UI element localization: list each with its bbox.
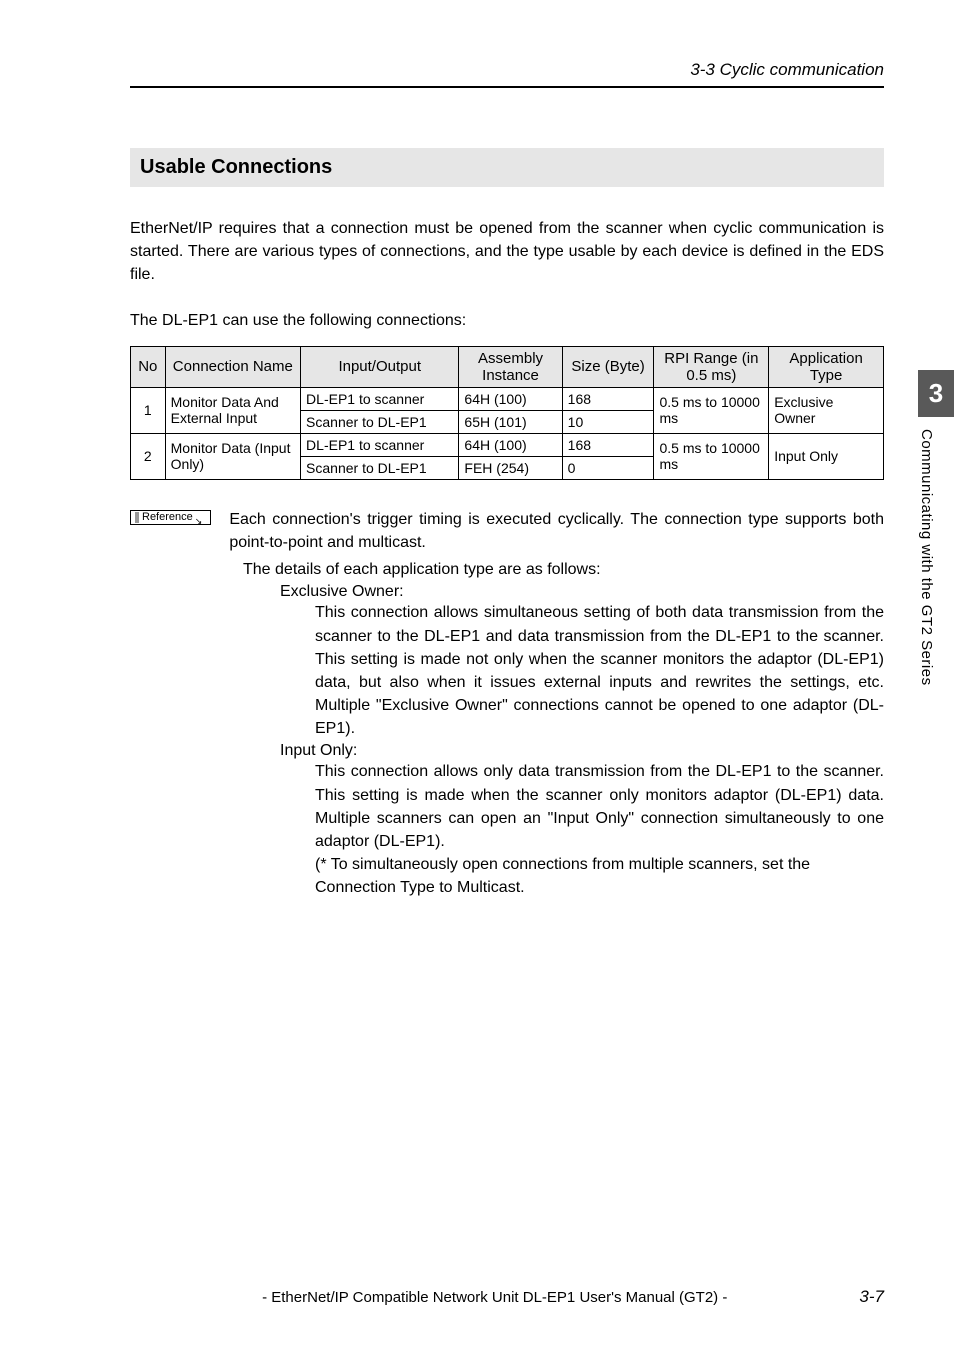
section-title-bar: Usable Connections: [130, 148, 884, 187]
cell-assembly: 64H (100): [459, 433, 562, 456]
header-rule: [130, 86, 884, 88]
cell-conn-name: Monitor Data And External Input: [165, 387, 300, 433]
cell-assembly: 65H (101): [459, 410, 562, 433]
footer-title: - EtherNet/IP Compatible Network Unit DL…: [130, 1289, 859, 1306]
reference-arrow-icon: ↘: [195, 516, 203, 527]
cell-size: 0: [562, 456, 654, 479]
breadcrumb: 3-3 Cyclic communication: [130, 60, 884, 80]
cell-assembly: FEH (254): [459, 456, 562, 479]
th-io: Input/Output: [301, 346, 459, 387]
cell-size: 168: [562, 433, 654, 456]
reference-detail-intro: The details of each application type are…: [243, 558, 884, 581]
reference-block: Reference↘ Each connection's trigger tim…: [130, 508, 884, 554]
cell-assembly: 64H (100): [459, 387, 562, 410]
reference-label: Reference: [135, 512, 193, 523]
intro-paragraph-2: The DL-EP1 can use the following connect…: [130, 309, 884, 332]
table-row: 2 Monitor Data (Input Only) DL-EP1 to sc…: [131, 433, 884, 456]
reference-text: Each connection's trigger timing is exec…: [229, 508, 884, 554]
table-header-row: No Connection Name Input/Output Assembly…: [131, 346, 884, 387]
def-body-inputonly-1: This connection allows only data transmi…: [315, 760, 884, 853]
connections-table: No Connection Name Input/Output Assembly…: [130, 346, 884, 480]
th-size: Size (Byte): [562, 346, 654, 387]
th-conn-name: Connection Name: [165, 346, 300, 387]
cell-io: DL-EP1 to scanner: [301, 433, 459, 456]
cell-apptype: Exclusive Owner: [769, 387, 884, 433]
th-apptype: Application Type: [769, 346, 884, 387]
chapter-number-badge: 3: [918, 370, 954, 417]
cell-rpi: 0.5 ms to 10000 ms: [654, 387, 769, 433]
def-term-exclusive: Exclusive Owner:: [280, 583, 884, 601]
def-body-exclusive: This connection allows simultaneous sett…: [315, 601, 884, 740]
def-body-inputonly-2: (* To simultaneously open connections fr…: [315, 853, 884, 899]
cell-rpi: 0.5 ms to 10000 ms: [654, 433, 769, 479]
page-footer: - EtherNet/IP Compatible Network Unit DL…: [130, 1287, 884, 1307]
cell-size: 10: [562, 410, 654, 433]
cell-io: DL-EP1 to scanner: [301, 387, 459, 410]
cell-conn-name: Monitor Data (Input Only): [165, 433, 300, 479]
table-row: 1 Monitor Data And External Input DL-EP1…: [131, 387, 884, 410]
cell-apptype: Input Only: [769, 433, 884, 479]
cell-io: Scanner to DL-EP1: [301, 410, 459, 433]
cell-io: Scanner to DL-EP1: [301, 456, 459, 479]
side-tab: 3 Communicating with the GT2 Series: [918, 370, 954, 686]
cell-size: 168: [562, 387, 654, 410]
def-term-inputonly: Input Only:: [280, 742, 884, 760]
intro-paragraph-1: EtherNet/IP requires that a connection m…: [130, 217, 884, 287]
chapter-title-vertical: Communicating with the GT2 Series: [918, 417, 943, 686]
cell-no: 1: [131, 387, 166, 433]
th-assembly: Assembly Instance: [459, 346, 562, 387]
cell-no: 2: [131, 433, 166, 479]
footer-page-number: 3-7: [859, 1287, 884, 1307]
th-no: No: [131, 346, 166, 387]
section-title: Usable Connections: [140, 156, 874, 179]
reference-badge: Reference↘: [130, 510, 211, 525]
th-rpi: RPI Range (in 0.5 ms): [654, 346, 769, 387]
